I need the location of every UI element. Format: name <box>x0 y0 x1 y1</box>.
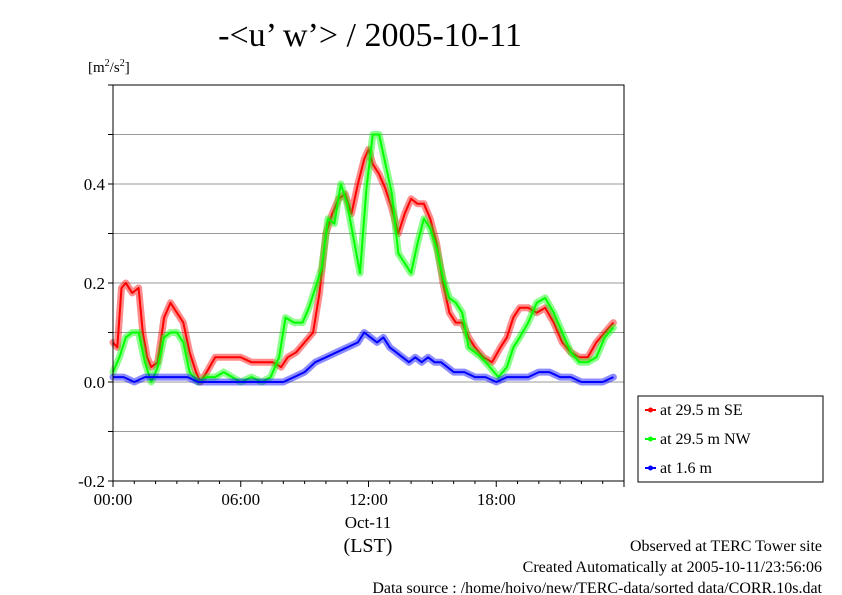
legend-marker-2 <box>648 436 653 442</box>
footer-created: Created Automatically at 2005-10-11/23:5… <box>523 559 822 576</box>
x-tick-label: 18:00 <box>477 490 516 509</box>
legend-box <box>637 395 824 483</box>
legend-marker-1 <box>648 407 653 413</box>
x-tick-label: 12:00 <box>349 490 388 509</box>
x-axis-label: (LST) <box>344 535 393 557</box>
x-tick-label: 00:00 <box>94 490 133 509</box>
y-tick-label: 0.0 <box>84 373 105 392</box>
x-date-label: Oct-11 <box>345 513 392 532</box>
legend-label-3: at 1.6 m <box>660 460 713 477</box>
series-line-2 <box>112 133 615 383</box>
y-tick-label: 0.4 <box>84 175 106 194</box>
legend-label-2: at 29.5 m NW <box>660 431 752 448</box>
legend-label-1: at 29.5 m SE <box>660 402 743 419</box>
footer-data-source: Data source : /home/hoivo/new/TERC-data/… <box>372 580 822 595</box>
x-tick-label: 06:00 <box>221 490 260 509</box>
series-lines <box>109 131 617 386</box>
legend-marker-3 <box>648 465 653 471</box>
series-line-3 <box>113 331 614 383</box>
y-tick-label: 0.2 <box>84 274 105 293</box>
series-line-1 <box>112 148 615 383</box>
y-axis: -0.2 0.0 0.2 0.4 <box>78 84 113 491</box>
y-axis-unit-label: [m2/s2] <box>88 58 130 76</box>
chart-title: -<u’ w’> / 2005-10-11 <box>218 17 522 54</box>
footer-observed: Observed at TERC Tower site <box>630 538 822 555</box>
x-axis: 00:00 06:00 12:00 18:00 <box>94 481 625 509</box>
legend: at 29.5 m SE at 29.5 m NW at 1.6 m <box>645 402 752 477</box>
y-tick-label: -0.2 <box>78 472 105 491</box>
